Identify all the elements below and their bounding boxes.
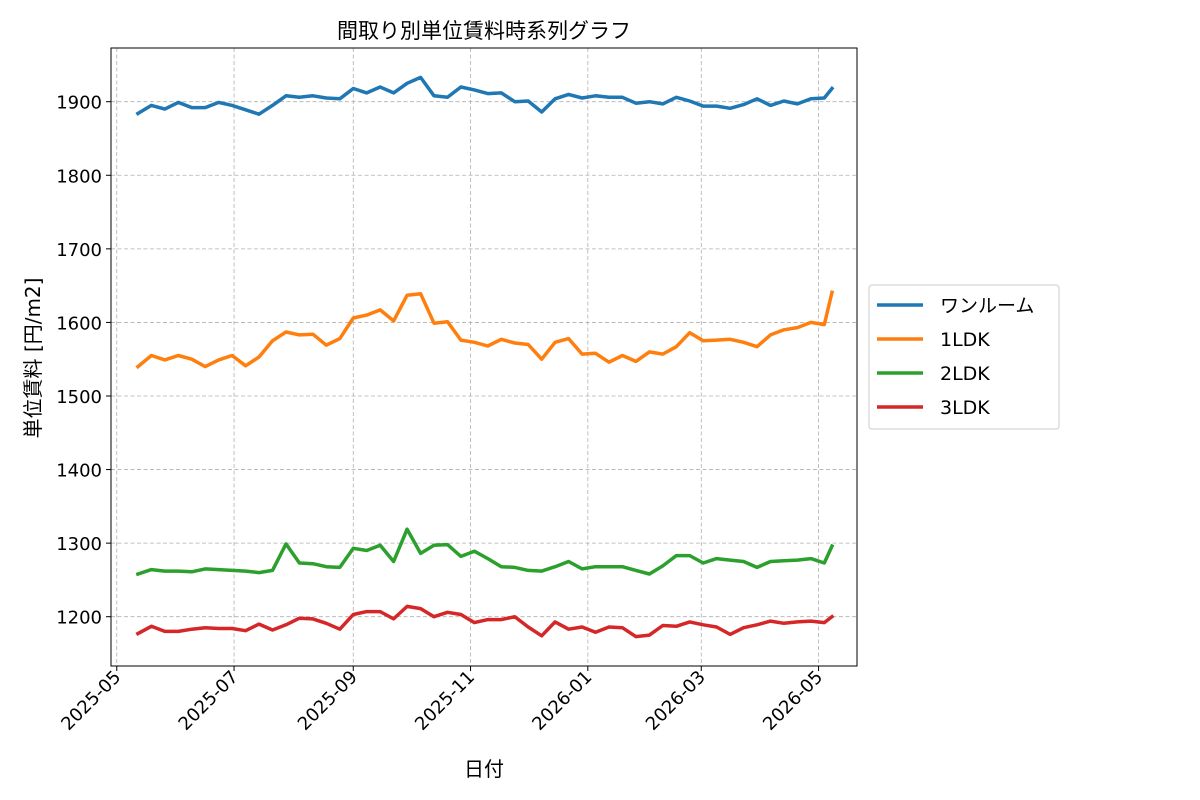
- legend: ワンルーム 1LDK 2LDK 3LDK: [868, 284, 1060, 430]
- y-tick-label: 1700: [56, 240, 102, 261]
- y-tick-label: 1200: [56, 608, 102, 629]
- x-tick-label: 2026-03: [642, 667, 710, 735]
- series-lines: [135, 75, 835, 639]
- y-tick-label: 1400: [56, 461, 102, 482]
- legend-box: [868, 284, 1060, 430]
- x-tick-label: 2025-11: [411, 667, 479, 735]
- legend-label: 1LDK: [940, 329, 990, 351]
- y-tick-label: 1900: [56, 93, 102, 114]
- series-line-4: [135, 604, 835, 639]
- plot-frame: [110, 47, 858, 667]
- x-axis-label: 日付: [464, 757, 504, 781]
- chart-title: 間取り別単位賃料時系列グラフ: [337, 19, 631, 43]
- series-line-1: [135, 75, 835, 116]
- series-line-3: [135, 527, 835, 577]
- y-tick-label: 1600: [56, 313, 102, 334]
- legend-label: ワンルーム: [940, 295, 1034, 317]
- x-tick-label: 2025-07: [175, 667, 243, 735]
- legend-label: 2LDK: [940, 363, 990, 385]
- x-tick-label: 2025-09: [294, 667, 362, 735]
- series-line-2: [135, 290, 835, 370]
- y-tick-label: 1300: [56, 534, 102, 555]
- y-axis-label: 単位賃料 [円/m2]: [21, 278, 45, 439]
- y-tick-label: 1800: [56, 166, 102, 187]
- x-tick-label: 2025-05: [57, 667, 125, 735]
- axes: [110, 47, 858, 667]
- x-tick-label: 2026-01: [528, 667, 596, 735]
- y-tick-label: 1500: [56, 387, 102, 408]
- x-tick-label: 2026-05: [759, 667, 827, 735]
- axis-ticks: 1200 1300 1400 1500 1600 1700 1800 1900 2025-05 2…: [56, 93, 827, 735]
- legend-label: 3LDK: [940, 397, 990, 419]
